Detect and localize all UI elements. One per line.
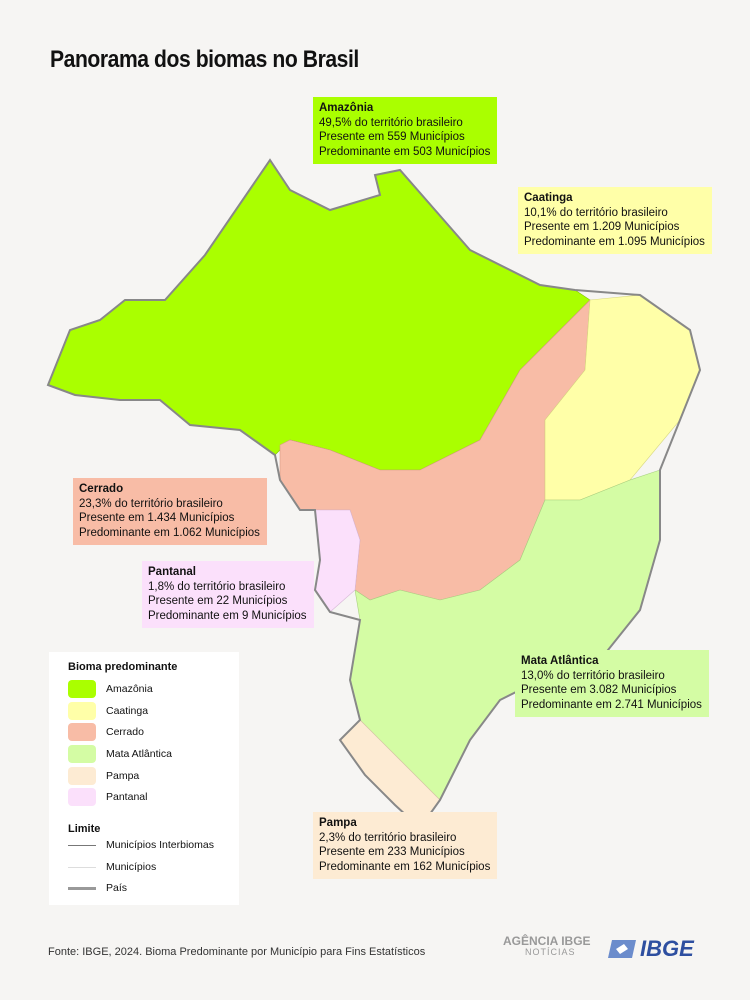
predominant-count: Predominante em 2.741 Municípios xyxy=(521,698,702,711)
agencia-ibge-logo: AGÊNCIA IBGE NOTÍCIAS xyxy=(503,934,591,958)
line-sample xyxy=(68,886,96,890)
logo-text: IBGE xyxy=(640,936,694,961)
legend-label: Cerrado xyxy=(106,726,144,738)
info-box-cerrado: Cerrado 23,3% do território brasileiro P… xyxy=(73,478,267,545)
info-box-pantanal: Pantanal 1,8% do território brasileiro P… xyxy=(142,561,314,628)
biome-name: Amazônia xyxy=(319,102,374,114)
legend-label: Pantanal xyxy=(106,791,148,803)
legend-label: Municípios Interbiomas xyxy=(106,839,214,851)
territory-share: 10,1% do território brasileiro xyxy=(524,206,668,219)
present-count: Presente em 233 Municípios xyxy=(319,846,465,858)
territory-share: 1,8% do território brasileiro xyxy=(148,580,286,593)
legend-limit-pais: País xyxy=(68,878,127,898)
line-sample xyxy=(68,844,96,846)
swatch xyxy=(68,745,96,763)
ibge-logo: IBGE xyxy=(608,936,694,962)
biome-name: Caatinga xyxy=(524,192,573,204)
present-count: Presente em 3.082 Municípios xyxy=(521,684,677,696)
legend-item-mata-atlantica: Mata Atlântica xyxy=(68,744,172,764)
predominant-count: Predominante em 162 Municípios xyxy=(319,860,491,873)
biome-name: Mata Atlântica xyxy=(521,655,599,667)
biome-name: Pampa xyxy=(319,817,357,829)
swatch xyxy=(68,702,96,720)
territory-share: 23,3% do território brasileiro xyxy=(79,497,223,510)
legend-item-cerrado: Cerrado xyxy=(68,722,144,742)
predominant-count: Predominante em 503 Municípios xyxy=(319,145,491,158)
territory-share: 13,0% do território brasileiro xyxy=(521,669,665,682)
present-count: Presente em 559 Municípios xyxy=(319,131,465,143)
info-box-pampa: Pampa 2,3% do território brasileiro Pres… xyxy=(313,812,498,879)
legend-item-pantanal: Pantanal xyxy=(68,787,147,807)
page-title: Panorama dos biomas no Brasil xyxy=(50,46,359,73)
swatch xyxy=(68,680,96,698)
biome-name: Cerrado xyxy=(79,483,124,495)
legend-item-pampa: Pampa xyxy=(68,766,139,786)
legend-limit-municipios: Municípios xyxy=(68,857,156,877)
territory-share: 49,5% do território brasileiro xyxy=(319,116,463,129)
legend-label: País xyxy=(106,882,128,894)
legend-limit-interbiomas: Municípios Interbiomas xyxy=(68,835,214,855)
swatch xyxy=(68,788,96,806)
legend-label: Amazônia xyxy=(106,683,153,695)
legend-label: Caatinga xyxy=(106,705,149,717)
legend-label: Pampa xyxy=(106,770,140,782)
predominant-count: Predominante em 1.095 Municípios xyxy=(524,235,705,248)
territory-share: 2,3% do território brasileiro xyxy=(319,831,457,844)
legend-item-amazonia: Amazônia xyxy=(68,679,153,699)
source-note: Fonte: IBGE, 2024. Bioma Predominante po… xyxy=(48,946,426,958)
ibge-emblem-icon xyxy=(608,940,636,958)
logo-text: AGÊNCIA IBGE xyxy=(503,934,591,948)
legend-label: Mata Atlântica xyxy=(106,748,172,760)
swatch xyxy=(68,723,96,741)
legend-item-caatinga: Caatinga xyxy=(68,701,148,721)
present-count: Presente em 22 Municípios xyxy=(148,595,288,607)
info-box-amazonia: Amazônia 49,5% do território brasileiro … xyxy=(313,97,498,164)
present-count: Presente em 1.434 Municípios xyxy=(79,512,235,524)
line-sample xyxy=(68,866,96,868)
map-legend: Bioma predominante Amazônia Caatinga Cer… xyxy=(49,652,239,905)
info-box-caatinga: Caatinga 10,1% do território brasileiro … xyxy=(518,187,712,254)
biome-name: Pantanal xyxy=(148,566,196,578)
present-count: Presente em 1.209 Municípios xyxy=(524,221,680,233)
swatch xyxy=(68,767,96,785)
legend-label: Municípios xyxy=(106,861,157,873)
legend-title: Bioma predominante xyxy=(68,661,178,673)
logo-subtext: NOTÍCIAS xyxy=(525,947,576,957)
legend-limit-title: Limite xyxy=(68,823,101,835)
predominant-count: Predominante em 9 Municípios xyxy=(148,609,307,622)
region-pantanal xyxy=(314,509,361,613)
predominant-count: Predominante em 1.062 Municípios xyxy=(79,526,260,539)
info-box-mata-atlantica: Mata Atlântica 13,0% do território brasi… xyxy=(515,650,709,717)
